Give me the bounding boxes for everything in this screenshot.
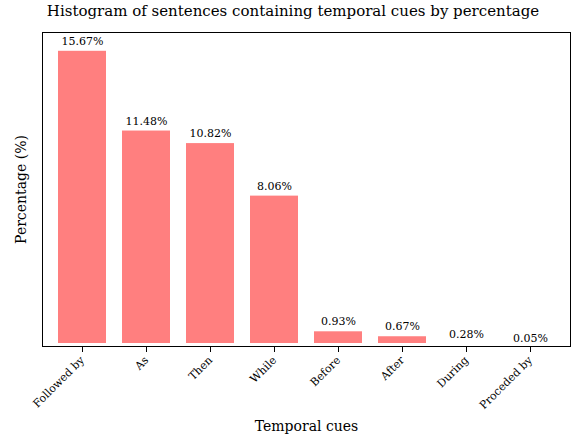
svg-text:0.67%: 0.67% xyxy=(385,320,420,333)
svg-text:Temporal cues: Temporal cues xyxy=(255,418,359,434)
svg-text:After: After xyxy=(377,353,407,383)
svg-text:Then: Then xyxy=(186,354,215,383)
svg-text:11.48%: 11.48% xyxy=(126,115,168,128)
svg-text:Followed by: Followed by xyxy=(31,353,88,410)
svg-text:Proceded by: Proceded by xyxy=(477,353,536,412)
svg-text:During: During xyxy=(434,354,471,391)
svg-text:0.93%: 0.93% xyxy=(321,315,356,328)
svg-text:As: As xyxy=(132,353,152,373)
svg-text:While: While xyxy=(247,354,279,386)
html-text:Histogram of sentences contain: Histogram of sentences containing tempor… xyxy=(46,2,540,20)
svg-text:0.05%: 0.05% xyxy=(513,332,548,345)
svg-text:15.67%: 15.67% xyxy=(62,35,104,48)
svg-text:10.82%: 10.82% xyxy=(190,127,232,140)
svg-text:0.28%: 0.28% xyxy=(449,328,484,341)
svg-text:8.06%: 8.06% xyxy=(257,180,292,193)
svg-text:Before: Before xyxy=(308,354,343,389)
svg-text:Percentage (%): Percentage (%) xyxy=(13,135,29,244)
